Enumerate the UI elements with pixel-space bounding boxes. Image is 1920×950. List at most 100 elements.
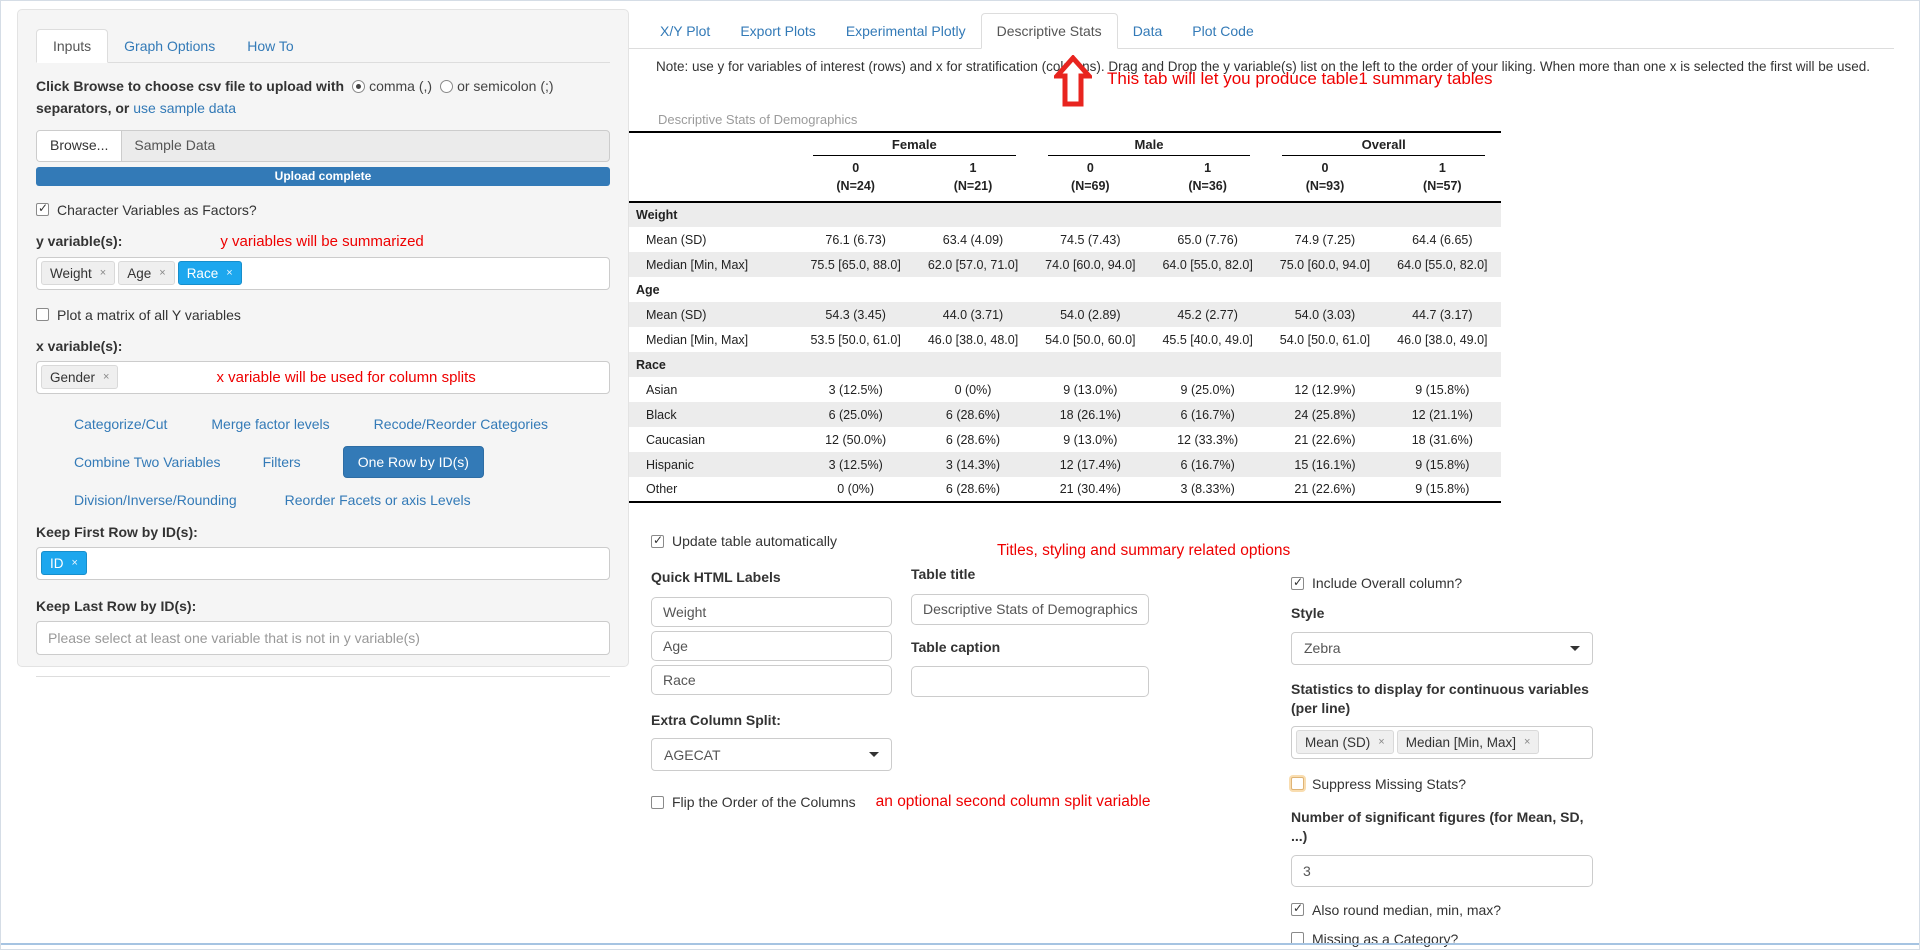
flip-columns-annotation: an optional second column split variable	[875, 793, 1151, 811]
tab-export-plots[interactable]: Export Plots	[740, 23, 816, 39]
remove-chip-icon[interactable]: ×	[1524, 736, 1531, 749]
table-column-header: 0 (N=93)	[1266, 156, 1384, 204]
chip-median-min-max[interactable]: Median [Min, Max] ×	[1396, 730, 1540, 755]
table-cell: 6 (16.7%)	[1180, 457, 1235, 472]
tool-division-inverse-rounding[interactable]: Division/Inverse/Rounding	[74, 491, 237, 508]
data-tools-links: Categorize/Cut Merge factor levels Recod…	[36, 416, 610, 508]
table-caption-input[interactable]	[911, 666, 1149, 698]
chip-id[interactable]: ID ×	[41, 551, 87, 576]
flip-columns-row: Flip the Order of the Columns an optiona…	[651, 793, 1291, 811]
missing-category-label: Missing as a Category?	[1312, 930, 1459, 947]
table-column-header: 0 (N=24)	[797, 156, 915, 204]
table-cell: 12 (33.3%)	[1177, 432, 1239, 447]
table-cell: 74.9 (7.25)	[1294, 232, 1356, 247]
keep-last-input[interactable]: Please select at least one variable that…	[36, 620, 610, 655]
tool-filters[interactable]: Filters	[262, 453, 301, 470]
comma-radio[interactable]	[352, 80, 366, 93]
main-panel: X/Y Plot Export Plots Experimental Plotl…	[629, 9, 1894, 947]
table-cell: 24 (25.8%)	[1294, 407, 1356, 422]
tool-categorize-cut[interactable]: Categorize/Cut	[74, 415, 168, 432]
table-title-input[interactable]	[911, 593, 1149, 625]
sidebar-tab-bar: Inputs Graph Options How To	[36, 26, 610, 63]
tab-experimental-plotly[interactable]: Experimental Plotly	[845, 23, 966, 39]
use-sample-data-link[interactable]: use sample data	[133, 100, 236, 117]
table-cell: 64.0 [55.0, 82.0]	[1162, 257, 1253, 272]
keep-last-label: Keep Last Row by ID(s):	[36, 597, 197, 614]
tool-combine-two-variables[interactable]: Combine Two Variables	[74, 453, 221, 470]
y-variables-input[interactable]: Weight × Age × Race ×	[36, 256, 610, 290]
table-cell: 6 (16.7%)	[1180, 407, 1235, 422]
extra-column-split-select[interactable]: AGECAT	[651, 738, 892, 772]
chip-weight[interactable]: Weight ×	[41, 261, 116, 286]
remove-chip-icon[interactable]: ×	[226, 267, 233, 280]
table-cell: 46.0 [38.0, 48.0]	[927, 332, 1019, 347]
semicolon-radio[interactable]	[440, 80, 454, 93]
table-cell: 3 (12.5%)	[828, 382, 883, 397]
tab-xy-plot[interactable]: X/Y Plot	[660, 23, 711, 39]
table-cell: 45.2 (2.77)	[1177, 307, 1238, 322]
quick-label-race-input[interactable]	[651, 664, 892, 695]
tab-descriptive-stats[interactable]: Descriptive Stats	[980, 13, 1118, 49]
tab-inputs[interactable]: Inputs	[36, 29, 109, 63]
plot-matrix-label: Plot a matrix of all Y variables	[57, 306, 241, 323]
chip-mean-sd[interactable]: Mean (SD) ×	[1296, 730, 1394, 755]
table-corner	[629, 156, 797, 204]
plot-matrix-row: Plot a matrix of all Y variables	[36, 307, 610, 323]
remove-chip-icon[interactable]: ×	[103, 371, 110, 384]
tab-plot-code[interactable]: Plot Code	[1192, 23, 1254, 39]
table-cell: 21 (22.6%)	[1294, 482, 1356, 497]
table-row: Black 6 (25.0%) 6 (28.6%) 18 (26.1%) 6 (16.7…	[629, 402, 1501, 428]
sigfig-input[interactable]	[1291, 854, 1593, 887]
quick-html-labels-heading: Quick HTML Labels	[651, 569, 781, 585]
table-cell: 15 (16.1%)	[1294, 457, 1356, 472]
tab-graph-options[interactable]: Graph Options	[124, 38, 216, 54]
table-row-label: Black	[646, 407, 677, 422]
table-cell: 74.0 [60.0, 94.0]	[1045, 257, 1136, 272]
suppress-missing-checkbox[interactable]	[1291, 777, 1304, 791]
browse-button[interactable]: Browse...	[37, 130, 123, 161]
chip-race[interactable]: Race ×	[177, 261, 242, 286]
remove-chip-icon[interactable]: ×	[99, 267, 107, 280]
table-cell: 21 (22.6%)	[1294, 432, 1356, 447]
keep-first-input[interactable]: ID ×	[36, 546, 610, 580]
char-factors-checkbox[interactable]	[36, 201, 49, 217]
tool-reorder-facets[interactable]: Reorder Facets or axis Levels	[284, 491, 471, 508]
style-select[interactable]: Zebra	[1291, 631, 1593, 665]
table-group-header: Female	[797, 132, 1032, 156]
tab-how-to[interactable]: How To	[247, 38, 294, 54]
remove-chip-icon[interactable]: ×	[71, 557, 78, 570]
style-value: Zebra	[1304, 640, 1341, 657]
plot-matrix-checkbox[interactable]	[36, 308, 49, 322]
separators-text: separators, or	[36, 100, 130, 117]
chip-weight-label: Weight	[50, 265, 92, 281]
flip-columns-checkbox[interactable]	[651, 795, 664, 809]
remove-chip-icon[interactable]: ×	[1378, 736, 1385, 749]
quick-label-weight-input[interactable]	[651, 596, 892, 627]
tool-recode-reorder[interactable]: Recode/Reorder Categories	[373, 415, 548, 432]
remove-chip-icon[interactable]: ×	[159, 267, 166, 280]
table-cell: 9 (15.8%)	[1415, 457, 1470, 472]
upload-progress-bar: Upload complete	[36, 166, 610, 186]
tool-merge-factor-levels[interactable]: Merge factor levels	[211, 415, 330, 432]
table-row: Other 0 (0%) 6 (28.6%) 21 (30.4%) 3 (8.33%) 2…	[629, 477, 1501, 502]
update-auto-checkbox[interactable]	[651, 533, 664, 548]
tool-one-row-by-ids-button[interactable]: One Row by ID(s)	[342, 445, 484, 478]
round-median-checkbox[interactable]	[1291, 901, 1304, 917]
include-overall-checkbox[interactable]	[1291, 575, 1304, 590]
char-factors-row: Character Variables as Factors?	[36, 201, 610, 218]
table-row-label: Mean (SD)	[646, 307, 707, 322]
file-name-field: Sample Data	[134, 136, 216, 153]
table-row: Mean (SD) 76.1 (6.73) 63.4 (4.09) 74.5 (7.4…	[629, 227, 1501, 252]
tab-data[interactable]: Data	[1132, 23, 1163, 39]
x-variables-input[interactable]: Gender × x variable will be used for col…	[36, 360, 610, 394]
table-row: Hispanic 3 (12.5%) 3 (14.3%) 12 (17.4%) 6 (1…	[629, 452, 1501, 478]
quick-label-age-input[interactable]	[651, 630, 892, 661]
chip-age[interactable]: Age ×	[118, 261, 175, 286]
stats-display-input[interactable]: Mean (SD) × Median [Min, Max] ×	[1291, 725, 1593, 759]
x-variables-label: x variable(s):	[36, 337, 123, 354]
chip-gender[interactable]: Gender ×	[41, 365, 119, 390]
chip-median-min-max-label: Median [Min, Max]	[1405, 734, 1516, 750]
table-cell: 3 (12.5%)	[828, 457, 883, 472]
update-auto-label: Update table automatically	[672, 533, 837, 549]
